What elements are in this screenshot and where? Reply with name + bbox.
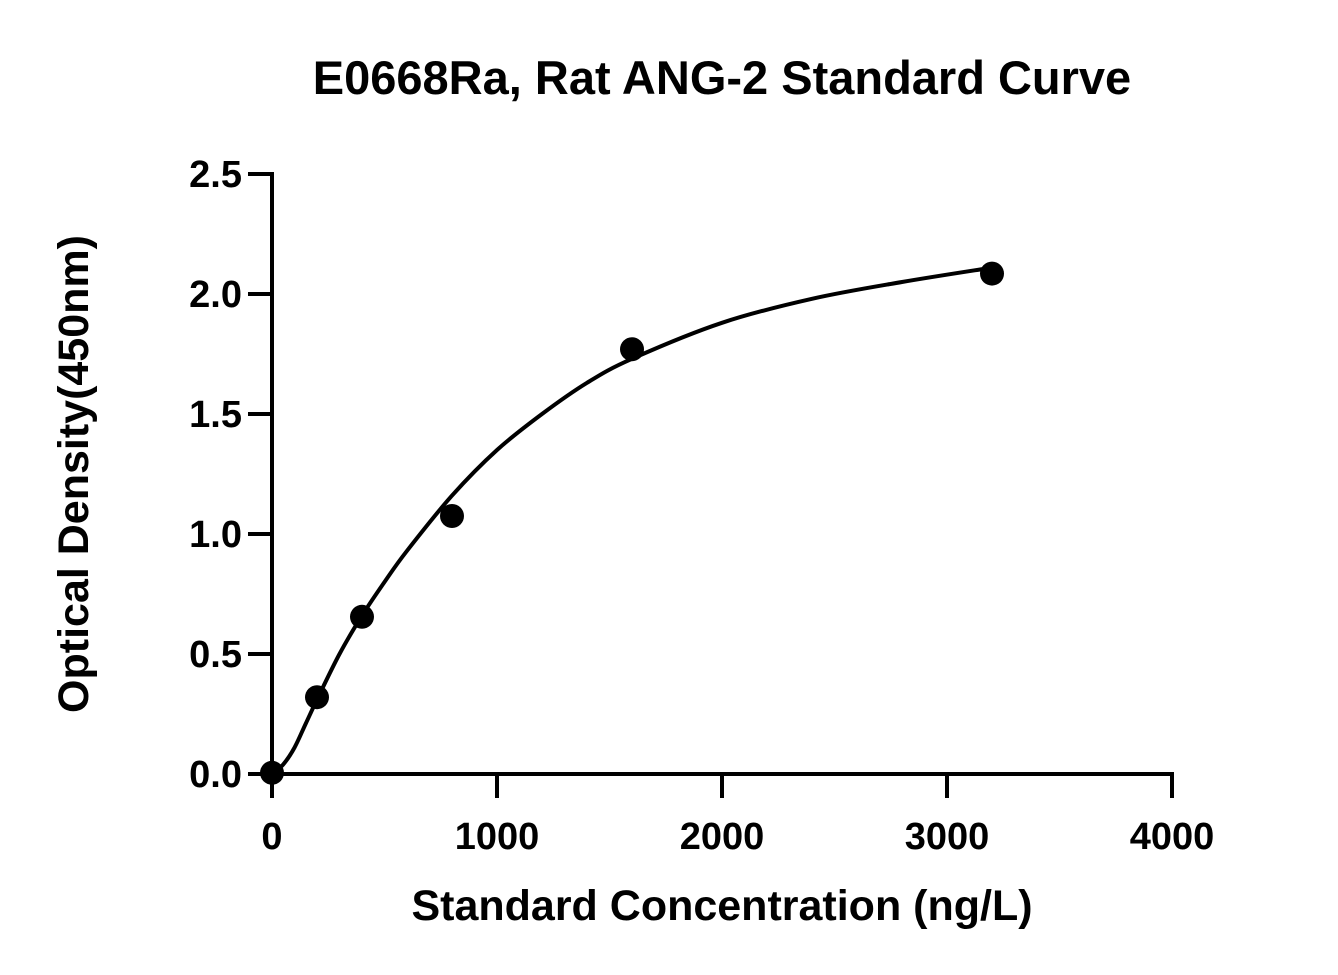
y-tick-label: 2.5 xyxy=(189,154,242,196)
fit-curve-line xyxy=(270,265,993,776)
data-point xyxy=(980,261,1004,286)
y-axis-label: Optical Density(450nm) xyxy=(50,235,98,713)
data-point xyxy=(305,685,329,710)
x-tick-label: 3000 xyxy=(905,816,990,858)
x-tick-label: 0 xyxy=(261,816,282,858)
x-axis-label: Standard Concentration (ng/L) xyxy=(411,882,1032,930)
data-point xyxy=(350,604,374,629)
data-point xyxy=(620,337,644,362)
y-tick-label: 1.0 xyxy=(189,514,242,556)
y-tick-label: 1.5 xyxy=(189,394,242,436)
y-tick-label: 2.0 xyxy=(189,274,242,316)
data-point xyxy=(260,760,284,785)
y-tick-label: 0.0 xyxy=(189,754,242,796)
plot-area: 0.0 0.5 1.0 1.5 2.0 2.5 0 1000 2000 3000 4000 xyxy=(189,154,1214,858)
data-point xyxy=(440,504,464,528)
x-tick-label: 1000 xyxy=(455,816,540,858)
y-tick-label: 0.5 xyxy=(189,634,242,676)
chart-title: E0668Ra, Rat ANG-2 Standard Curve xyxy=(313,51,1131,104)
x-tick-label: 2000 xyxy=(680,816,765,858)
x-tick-label: 4000 xyxy=(1130,816,1215,858)
